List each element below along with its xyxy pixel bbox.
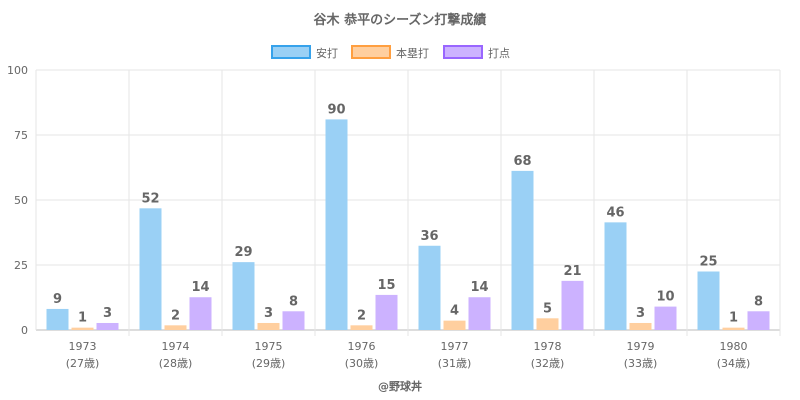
data-label: 1: [729, 311, 738, 326]
legend-swatch: [443, 45, 483, 59]
bar-本塁打: [722, 327, 745, 330]
x-tick-sublabel: (33歳): [624, 357, 658, 370]
bar-本塁打: [257, 322, 280, 330]
data-label: 52: [141, 191, 159, 206]
data-label: 3: [264, 306, 273, 321]
bar-本塁打: [536, 318, 559, 330]
x-tick-sublabel: (32歳): [531, 357, 565, 370]
data-label: 1: [78, 311, 87, 326]
x-tick-label: 1978: [534, 340, 562, 353]
legend-label: 本塁打: [396, 46, 429, 60]
data-label: 5: [543, 301, 552, 316]
data-label: 36: [420, 229, 438, 244]
bar-本塁打: [164, 325, 187, 330]
bar-安打: [511, 170, 534, 330]
legend-swatch: [271, 45, 311, 59]
x-tick-sublabel: (28歳): [159, 357, 193, 370]
bar-本塁打: [71, 327, 94, 330]
y-tick-label: 25: [14, 259, 28, 272]
bar-打点: [654, 306, 677, 330]
data-label: 46: [606, 205, 624, 220]
bar-安打: [139, 208, 162, 330]
data-label: 3: [103, 306, 112, 321]
data-label: 14: [191, 280, 209, 295]
bar-打点: [468, 297, 491, 330]
legend: 安打 本塁打 打点: [271, 45, 510, 60]
legend-item[interactable]: 打点: [443, 45, 510, 60]
legend-label: 安打: [316, 46, 338, 60]
x-tick-sublabel: (29歳): [252, 357, 286, 370]
chart-title: 谷木 恭平のシーズン打撃成績: [314, 12, 487, 28]
data-label: 4: [450, 304, 459, 319]
legend-swatch: [351, 45, 391, 59]
data-label: 68: [513, 154, 531, 169]
x-tick-label: 1973: [69, 340, 97, 353]
data-label: 90: [327, 102, 345, 117]
bar-本塁打: [350, 325, 373, 330]
bar-打点: [96, 322, 119, 330]
y-tick-label: 75: [14, 129, 28, 142]
data-label: 2: [357, 308, 366, 323]
legend-label: 打点: [488, 46, 510, 60]
x-tick-sublabel: (34歳): [717, 357, 751, 370]
y-tick-label: 0: [21, 324, 28, 337]
x-tick-sublabel: (30歳): [345, 357, 379, 370]
x-tick-label: 1976: [348, 340, 376, 353]
x-tick-sublabel: (27歳): [66, 357, 100, 370]
legend-item[interactable]: 本塁打: [351, 45, 429, 60]
x-tick-label: 1980: [720, 340, 748, 353]
data-label: 29: [234, 245, 252, 260]
data-label: 10: [656, 290, 674, 305]
y-tick-label: 100: [7, 64, 28, 77]
data-label: 2: [171, 308, 180, 323]
data-label: 15: [377, 278, 395, 293]
bar-本塁打: [443, 320, 466, 330]
x-tick-label: 1977: [441, 340, 469, 353]
bar-安打: [232, 262, 255, 330]
bar-安打: [325, 119, 348, 331]
x-tick-sublabel: (31歳): [438, 357, 472, 370]
data-label: 9: [53, 292, 62, 307]
bar-打点: [189, 297, 212, 330]
bar-安打: [46, 308, 69, 330]
bar-安打: [604, 222, 627, 330]
data-label: 8: [289, 294, 298, 309]
data-label: 25: [699, 255, 717, 270]
bar-打点: [747, 311, 770, 330]
bar-打点: [561, 280, 584, 330]
footer-credit: @野球丼: [378, 379, 422, 393]
bar-打点: [282, 311, 305, 330]
x-tick-label: 1974: [162, 340, 190, 353]
x-tick-label: 1979: [627, 340, 655, 353]
data-label: 14: [470, 280, 488, 295]
bar-安打: [418, 245, 441, 330]
y-tick-label: 50: [14, 194, 28, 207]
bar-安打: [697, 271, 720, 330]
bar-打点: [375, 294, 398, 330]
x-tick-label: 1975: [255, 340, 283, 353]
data-label: 8: [754, 294, 763, 309]
data-label: 21: [563, 264, 581, 279]
bar-本塁打: [629, 322, 652, 330]
legend-item[interactable]: 安打: [271, 45, 338, 60]
data-label: 3: [636, 306, 645, 321]
